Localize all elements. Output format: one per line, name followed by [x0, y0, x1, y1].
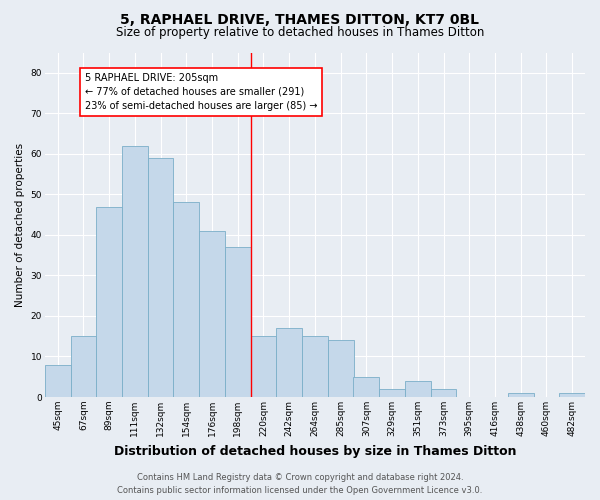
Bar — [71, 336, 96, 397]
Bar — [328, 340, 353, 397]
Bar — [251, 336, 277, 397]
Bar — [122, 146, 148, 397]
Bar — [379, 389, 405, 397]
Text: 5 RAPHAEL DRIVE: 205sqm
← 77% of detached houses are smaller (291)
23% of semi-d: 5 RAPHAEL DRIVE: 205sqm ← 77% of detache… — [85, 73, 317, 111]
Text: 5, RAPHAEL DRIVE, THAMES DITTON, KT7 0BL: 5, RAPHAEL DRIVE, THAMES DITTON, KT7 0BL — [121, 12, 479, 26]
Bar — [225, 247, 251, 397]
Bar — [277, 328, 302, 397]
X-axis label: Distribution of detached houses by size in Thames Ditton: Distribution of detached houses by size … — [113, 444, 516, 458]
Bar — [559, 393, 585, 397]
Bar — [431, 389, 457, 397]
Bar — [302, 336, 328, 397]
Y-axis label: Number of detached properties: Number of detached properties — [15, 142, 25, 307]
Bar — [148, 158, 173, 397]
Bar — [353, 376, 379, 397]
Text: Contains HM Land Registry data © Crown copyright and database right 2024.
Contai: Contains HM Land Registry data © Crown c… — [118, 474, 482, 495]
Bar — [173, 202, 199, 397]
Bar — [405, 381, 431, 397]
Bar — [199, 231, 225, 397]
Text: Size of property relative to detached houses in Thames Ditton: Size of property relative to detached ho… — [116, 26, 484, 39]
Bar — [45, 364, 71, 397]
Bar — [508, 393, 533, 397]
Bar — [96, 206, 122, 397]
